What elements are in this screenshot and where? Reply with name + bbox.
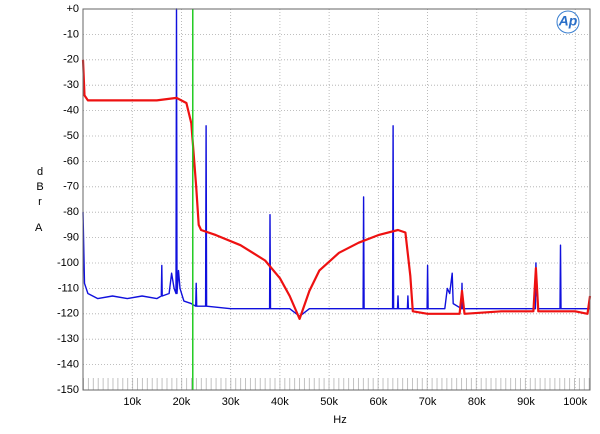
y-tick-label: -30 (63, 79, 79, 91)
x-tick-label: 90k (517, 396, 535, 408)
y-tick-label: -20 (63, 54, 79, 66)
y-tick-label: -130 (57, 333, 79, 345)
logo: Ap (558, 13, 578, 29)
y-tick-label: -10 (63, 28, 79, 40)
y-tick-label: -150 (57, 384, 79, 396)
series-line (81, 59, 592, 320)
x-tick-label: 20k (173, 396, 191, 408)
x-axis-label: Hz (333, 414, 346, 426)
y-tick-label: -110 (58, 282, 79, 294)
x-tick-label: 70k (419, 396, 437, 408)
plot-border (82, 8, 591, 391)
minor-ticks (83, 378, 590, 390)
y-tick-label: -140 (57, 359, 79, 371)
x-tick-label: 30k (222, 396, 240, 408)
y-tick-label: -80 (63, 206, 79, 218)
y-tick-label: -40 (63, 105, 79, 117)
y-tick-label: -100 (57, 257, 79, 269)
x-tick-label: 80k (468, 396, 486, 408)
x-tick-label: 40k (271, 396, 289, 408)
x-tick-label: 50k (320, 396, 338, 408)
y-axis-label: dBr (34, 166, 46, 211)
y-tick-label: +0 (66, 3, 79, 15)
y-tick-label: -90 (63, 232, 79, 244)
y-tick-label: -120 (57, 308, 79, 320)
y-tick-label: -60 (63, 155, 79, 167)
logo-ring (556, 10, 580, 34)
x-tick-label: 60k (369, 396, 387, 408)
y-tick-label: -50 (63, 130, 79, 142)
plot-area (83, 9, 590, 390)
y-tick-label: -70 (63, 181, 79, 193)
x-tick-label: 100k (563, 396, 587, 408)
x-tick-label: 10k (123, 396, 141, 408)
y-axis-unit: A (35, 222, 43, 234)
